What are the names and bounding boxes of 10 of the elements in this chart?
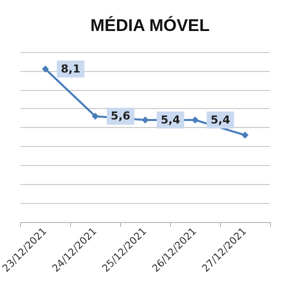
point — [242, 132, 249, 139]
data-label: 5,4 — [210, 114, 230, 126]
data-label: 8,1 — [60, 62, 80, 76]
point — [42, 66, 49, 72]
point — [192, 116, 199, 124]
point — [142, 116, 149, 124]
data-label: 5,6 — [110, 110, 131, 123]
data-label: 5,4 — [160, 114, 181, 126]
chart-title: MÉDIA MÓVEL — [90, 15, 210, 35]
point — [92, 112, 99, 120]
